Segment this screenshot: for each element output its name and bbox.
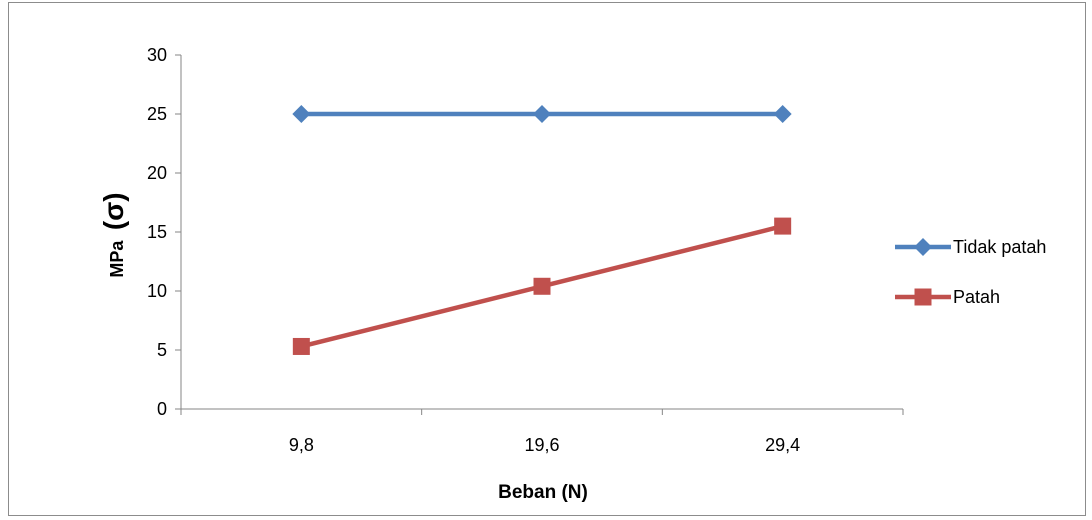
x-tick-label: 19,6 bbox=[524, 435, 559, 455]
y-axis-title-symbol: (σ) bbox=[98, 192, 129, 230]
chart-frame: 0 5 10 15 20 25 30 9,8 19,6 29,4 Tidak patah Patah… bbox=[8, 2, 1086, 516]
x-axis-title: Beban (N) bbox=[498, 482, 588, 503]
y-tick-label: 25 bbox=[147, 104, 167, 124]
x-tick-label: 9,8 bbox=[289, 435, 314, 455]
data-point-tidak-patah bbox=[292, 105, 311, 123]
y-tick-label: 15 bbox=[147, 222, 167, 242]
legend-marker-tidak-patah bbox=[914, 238, 932, 256]
svg-text:MPa (σ): MPa (σ) bbox=[98, 192, 129, 277]
x-tick-label: 29,4 bbox=[765, 435, 800, 455]
data-point-tidak-patah bbox=[773, 105, 792, 123]
y-axis-title-unit: MPa bbox=[107, 240, 127, 278]
plot-area: 0 5 10 15 20 25 30 9,8 19,6 29,4 bbox=[147, 45, 904, 455]
legend-marker-patah bbox=[914, 288, 932, 306]
y-tick-label: 5 bbox=[157, 340, 167, 360]
y-axis-title: MPa (σ) bbox=[98, 192, 129, 277]
y-tick-label: 0 bbox=[157, 399, 167, 419]
legend: Tidak patah Patah bbox=[895, 237, 1046, 307]
legend-label-tidak-patah: Tidak patah bbox=[953, 237, 1046, 257]
data-point-patah bbox=[292, 337, 310, 355]
y-tick-label: 20 bbox=[147, 163, 167, 183]
data-point-tidak-patah bbox=[533, 105, 551, 123]
chart-svg: 0 5 10 15 20 25 30 9,8 19,6 29,4 Tidak patah Patah… bbox=[98, 45, 1046, 503]
y-tick-label: 30 bbox=[147, 45, 167, 65]
data-point-patah bbox=[533, 277, 551, 295]
data-point-patah bbox=[774, 217, 792, 235]
legend-label-patah: Patah bbox=[953, 287, 1000, 307]
y-tick-label: 10 bbox=[147, 281, 167, 301]
